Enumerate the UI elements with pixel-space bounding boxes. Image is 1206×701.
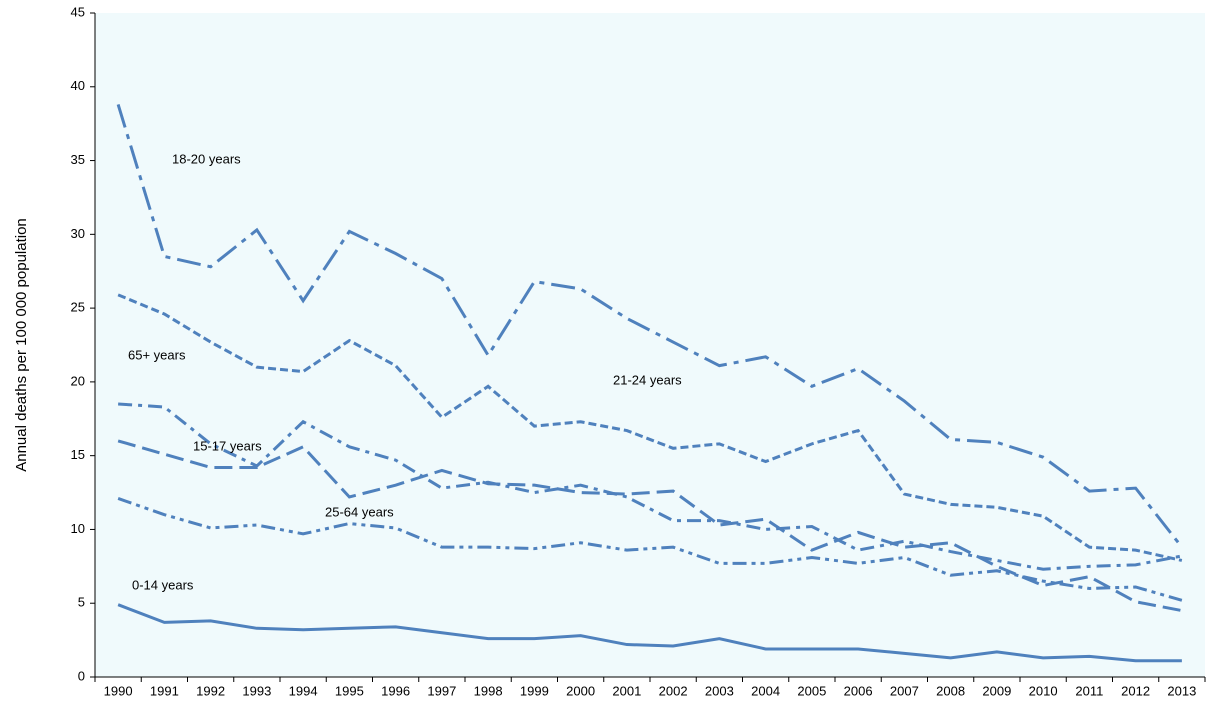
x-tick-label: 2011 <box>1075 683 1103 698</box>
series-label: 65+ years <box>128 347 186 362</box>
x-tick-label: 1991 <box>150 683 179 698</box>
x-tick-label: 2004 <box>751 683 780 698</box>
series-line <box>116 104 1184 549</box>
series-label: 18-20 years <box>172 151 241 166</box>
y-tick-label: 40 <box>71 78 85 93</box>
x-tick-label: 2001 <box>612 683 641 698</box>
series-label: 25-64 years <box>325 504 394 519</box>
series-label: 15-17 years <box>193 438 262 453</box>
y-tick-label: 0 <box>78 668 85 683</box>
x-tick-label: 2000 <box>566 683 595 698</box>
y-tick-label: 45 <box>71 4 85 19</box>
y-axis-label: Annual deaths per 100 000 population <box>13 218 30 472</box>
y-tick-label: 5 <box>78 595 85 610</box>
y-tick-label: 20 <box>71 373 85 388</box>
x-tick-label: 1992 <box>196 683 225 698</box>
series-line <box>117 603 1182 663</box>
series-label: 0-14 years <box>132 577 194 592</box>
plot-area <box>95 13 1205 677</box>
x-tick-label: 2009 <box>982 683 1011 698</box>
x-tick-label: 2007 <box>890 683 919 698</box>
x-tick-label: 1998 <box>474 683 503 698</box>
series-label: 21-24 years <box>613 372 682 387</box>
x-tick-label: 2002 <box>659 683 688 698</box>
x-tick-label: 1999 <box>520 683 549 698</box>
y-tick-label: 30 <box>71 226 85 241</box>
x-tick-label: 2010 <box>1029 683 1058 698</box>
series-line <box>117 293 1183 562</box>
y-tick-label: 25 <box>71 300 85 315</box>
x-tick-label: 2013 <box>1167 683 1196 698</box>
x-tick-label: 2005 <box>797 683 826 698</box>
x-tick-label: 2012 <box>1121 683 1150 698</box>
x-tick-label: 1995 <box>335 683 364 698</box>
x-tick-label: 2006 <box>844 683 873 698</box>
series-line <box>117 439 1183 613</box>
x-tick-label: 1994 <box>289 683 318 698</box>
x-tick-label: 2003 <box>705 683 734 698</box>
series-line <box>118 402 1183 571</box>
y-tick-label: 35 <box>71 152 85 167</box>
x-tick-label: 1990 <box>104 683 133 698</box>
x-tick-label: 2008 <box>936 683 965 698</box>
y-tick-label: 10 <box>71 521 85 536</box>
x-tick-label: 1997 <box>427 683 456 698</box>
x-tick-label: 1996 <box>381 683 410 698</box>
x-tick-label: 1993 <box>242 683 271 698</box>
y-tick-label: 15 <box>71 447 85 462</box>
